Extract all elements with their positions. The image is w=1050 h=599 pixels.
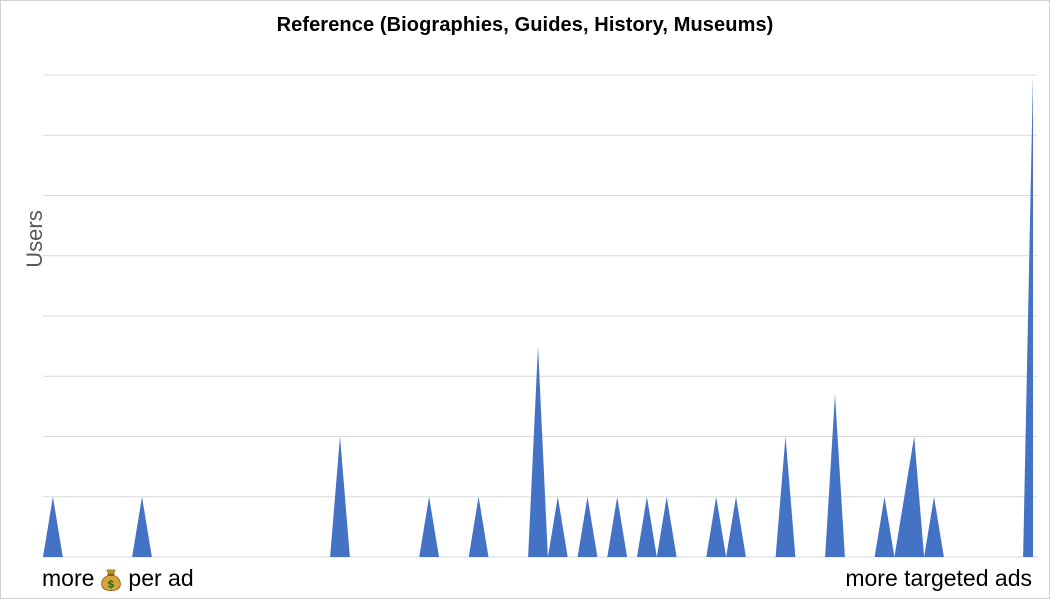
area-series-fill (43, 75, 1033, 557)
y-axis-label: Users (22, 210, 47, 268)
x-axis-label-right: more targeted ads (845, 565, 1032, 591)
area-series (43, 75, 1033, 557)
x-axis-label-left: more $ per ad (42, 565, 194, 592)
svg-text:$: $ (108, 577, 116, 590)
money-bag-icon: $ (101, 569, 122, 591)
x-axis-label-left-text-before: more (42, 565, 95, 591)
x-axis-label-left-text-after: per ad (128, 565, 194, 591)
chart-title: Reference (Biographies, Guides, History,… (276, 14, 774, 36)
